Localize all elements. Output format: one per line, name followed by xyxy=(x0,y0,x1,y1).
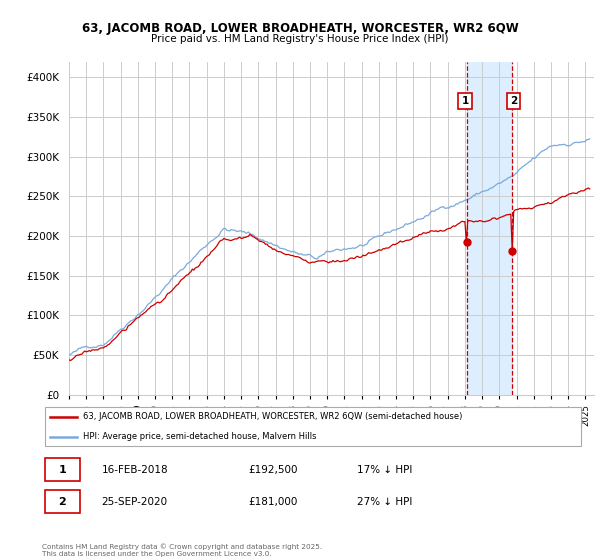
Text: Contains HM Land Registry data © Crown copyright and database right 2025.
This d: Contains HM Land Registry data © Crown c… xyxy=(42,544,322,557)
Text: 1: 1 xyxy=(461,96,469,106)
Text: 63, JACOMB ROAD, LOWER BROADHEATH, WORCESTER, WR2 6QW: 63, JACOMB ROAD, LOWER BROADHEATH, WORCE… xyxy=(82,22,518,35)
Text: £181,000: £181,000 xyxy=(248,497,298,507)
Text: 16-FEB-2018: 16-FEB-2018 xyxy=(102,464,169,474)
FancyBboxPatch shape xyxy=(45,490,80,513)
Text: 2: 2 xyxy=(58,497,66,507)
FancyBboxPatch shape xyxy=(45,458,80,481)
Text: HPI: Average price, semi-detached house, Malvern Hills: HPI: Average price, semi-detached house,… xyxy=(83,432,316,441)
Text: 1: 1 xyxy=(58,464,66,474)
Text: Price paid vs. HM Land Registry's House Price Index (HPI): Price paid vs. HM Land Registry's House … xyxy=(151,34,449,44)
Text: £192,500: £192,500 xyxy=(248,464,298,474)
Text: 17% ↓ HPI: 17% ↓ HPI xyxy=(357,464,412,474)
Text: 2: 2 xyxy=(510,96,517,106)
Text: 25-SEP-2020: 25-SEP-2020 xyxy=(102,497,168,507)
Text: 63, JACOMB ROAD, LOWER BROADHEATH, WORCESTER, WR2 6QW (semi-detached house): 63, JACOMB ROAD, LOWER BROADHEATH, WORCE… xyxy=(83,412,462,421)
FancyBboxPatch shape xyxy=(45,407,581,446)
Text: 27% ↓ HPI: 27% ↓ HPI xyxy=(357,497,412,507)
Bar xyxy=(467,62,512,395)
